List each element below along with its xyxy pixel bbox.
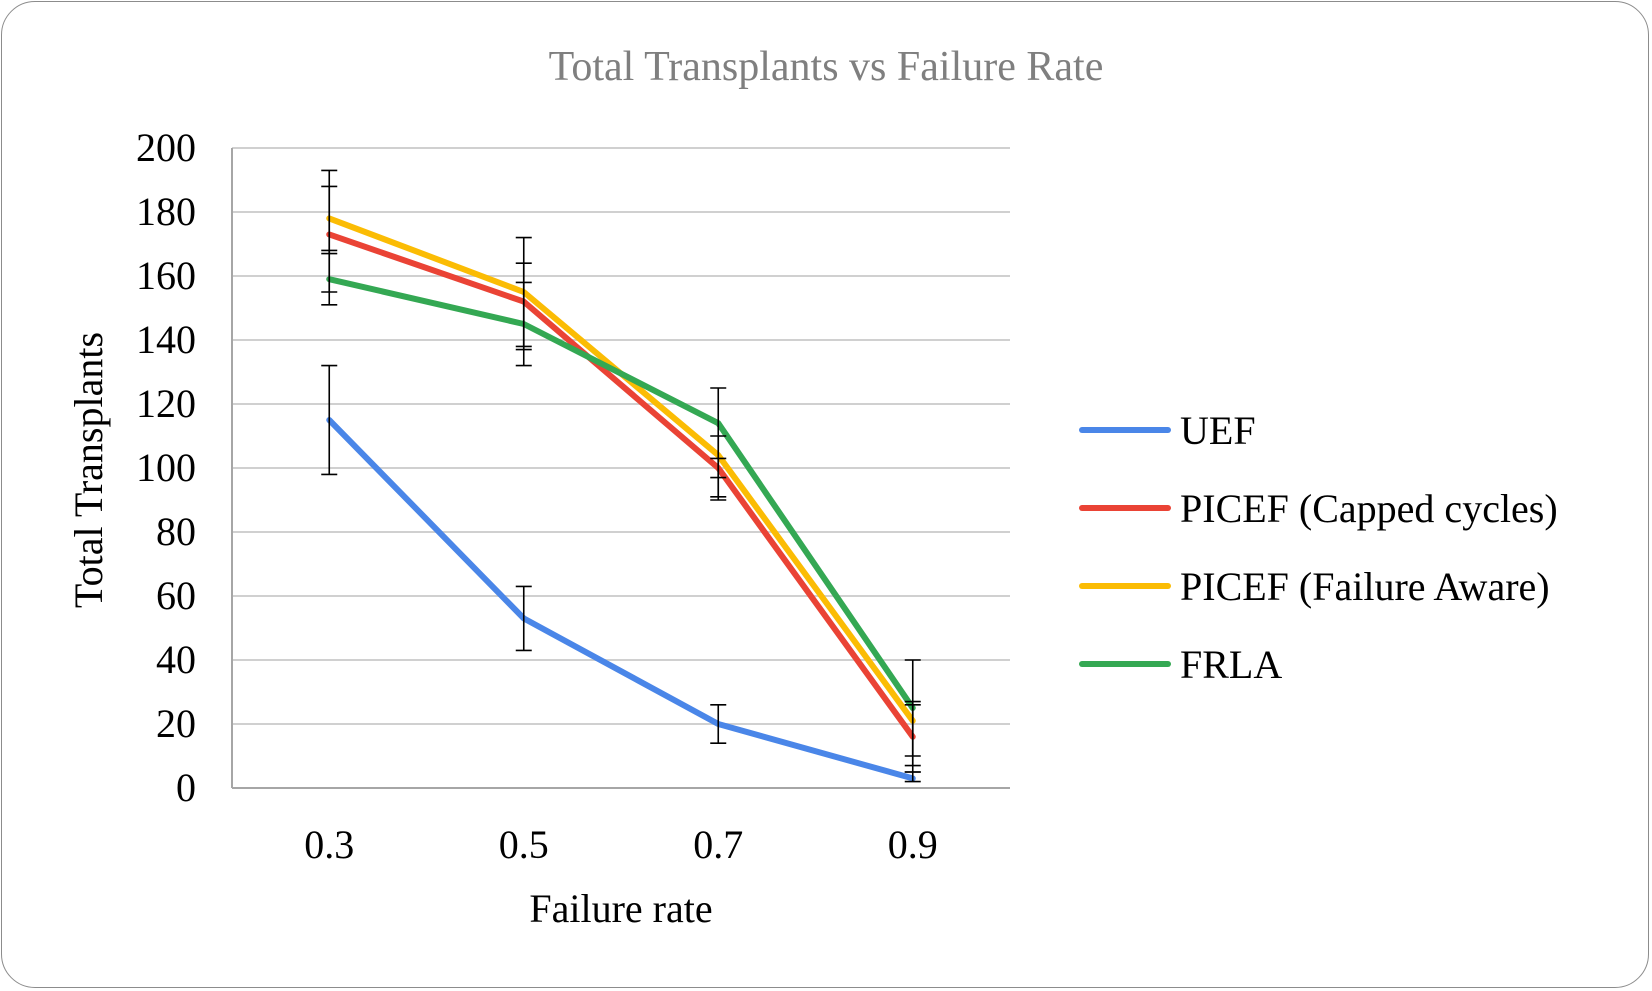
x-tick-label: 0.5: [499, 822, 549, 867]
y-axis-title: Total Transplants: [66, 332, 111, 608]
legend-label: FRLA: [1180, 642, 1282, 687]
y-tick-label: 0: [176, 765, 196, 810]
legend-item-frla: FRLA: [1079, 642, 1282, 687]
y-tick-labels: 0 20 40 60 80 100 120 140 160 180 200: [136, 125, 196, 810]
error-bar: [321, 249, 338, 306]
series-line-picef-capped-cycles: [326, 231, 916, 740]
y-tick-label: 200: [136, 125, 196, 170]
error-bar: [904, 659, 921, 757]
error-bar: [710, 387, 727, 479]
x-tick-label: 0.9: [888, 822, 938, 867]
y-tick-label: 60: [156, 573, 196, 618]
legend-label: PICEF (Failure Aware): [1180, 564, 1550, 609]
error-bar: [710, 703, 727, 745]
y-tick-label: 40: [156, 637, 196, 682]
x-tick-label: 0.7: [693, 822, 743, 867]
error-bar: [321, 364, 338, 476]
x-tick-label: 0.3: [304, 822, 354, 867]
y-tick-label: 160: [136, 253, 196, 298]
error-bar: [515, 585, 532, 652]
gridlines: [232, 147, 1010, 725]
series-line-frla: [326, 276, 916, 711]
legend: UEF PICEF (Capped cycles) PICEF (Failure A…: [1079, 408, 1558, 687]
series-lines: [326, 215, 916, 782]
error-bar: [515, 281, 532, 367]
y-tick-label: 120: [136, 381, 196, 426]
legend-label: PICEF (Capped cycles): [1180, 486, 1558, 531]
y-tick-label: 20: [156, 701, 196, 746]
series-line-uef: [326, 417, 916, 782]
series-line-picef-failure-aware: [326, 215, 916, 724]
chart-title: Total Transplants vs Failure Rate: [549, 44, 1104, 90]
legend-label: UEF: [1180, 408, 1256, 453]
legend-item-picef-capped-cycles: PICEF (Capped cycles): [1079, 486, 1558, 531]
y-tick-label: 100: [136, 445, 196, 490]
x-axis-title: Failure rate: [529, 886, 712, 931]
y-tick-label: 80: [156, 509, 196, 554]
y-tick-label: 180: [136, 189, 196, 234]
x-tick-labels: 0.3 0.5 0.7 0.9: [304, 822, 938, 867]
y-tick-label: 140: [136, 317, 196, 362]
legend-item-picef-failure-aware: PICEF (Failure Aware): [1079, 564, 1550, 609]
error-bars: [321, 169, 921, 783]
legend-item-uef: UEF: [1079, 408, 1256, 453]
